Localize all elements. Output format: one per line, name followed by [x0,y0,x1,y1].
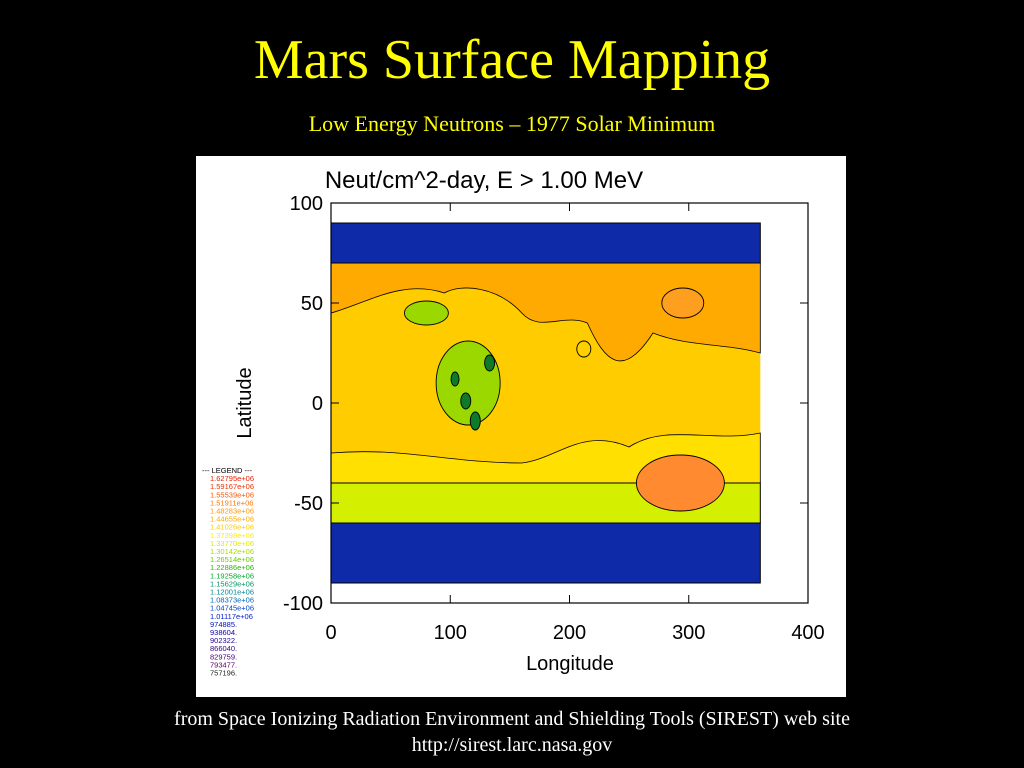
y-tick-label: 100 [290,193,323,215]
legend-level: 902322. [210,636,237,645]
x-axis-label: Longitude [526,653,614,675]
legend-level: 757196. [210,669,237,678]
slide-subtitle: Low Energy Neutrons – 1977 Solar Minimum [308,111,716,136]
slide-title: Mars Surface Mapping [253,29,771,91]
y-tick-label: 0 [312,393,323,415]
legend-level: 1.08373e+06 [210,596,254,605]
legend-level: 1.51911e+06 [210,498,253,507]
map-feature-9 [576,340,592,358]
legend-header: --- LEGEND --- [202,466,252,475]
legend-level: 1.62795e+06 [210,474,254,483]
legend-level: 1.04745e+06 [210,604,254,613]
map-feature-6 [403,300,449,326]
legend-level: 1.59167e+06 [210,482,254,491]
legend-level: 1.41026e+06 [210,523,254,532]
legend-level: 1.12001e+06 [210,588,254,597]
axes: 0 100 200 300 400 100 50 0 -50 -100 [283,193,825,644]
legend-level: 1.48283e+06 [210,507,254,516]
x-tick-label: 300 [672,622,705,644]
legend-level: 866040. [210,644,237,653]
legend-level: 1.44655e+06 [210,515,254,524]
legend-level: 1.15629e+06 [210,579,254,588]
legend-level: 974885. [210,620,237,629]
legend: --- LEGEND ---1.62795e+061.59167e+061.55… [202,466,254,678]
map-feature-1 [435,340,501,426]
x-tick-label: 200 [553,622,586,644]
caption-line-1: from Space Ionizing Radiation Environmen… [174,708,850,730]
legend-level: 1.22886e+06 [210,563,254,572]
legend-level: 1.19258e+06 [210,571,254,580]
legend-level: 1.30142e+06 [210,547,254,556]
latitude-band-1 [330,222,761,264]
y-tick-label: -50 [294,493,323,515]
caption-line-2: http://sirest.larc.nasa.gov [411,734,613,756]
plot-area [330,222,761,584]
legend-level: 1.55539e+06 [210,490,254,499]
neutron-map-chart: Neut/cm^2-day, E > 1.00 MeV 0 100 200 300 40… [202,167,825,678]
y-tick-label: 50 [301,293,323,315]
x-tick-label: 0 [325,622,336,644]
legend-level: 938604. [210,628,237,637]
y-axis-label: Latitude [234,367,256,438]
x-tick-label: 400 [791,622,824,644]
source-caption: from Space Ionizing Radiation Environmen… [0,706,1024,758]
legend-level: 829759. [210,652,237,661]
neutron-map-figure: Neut/cm^2-day, E > 1.00 MeV 0 100 200 300 40… [196,156,846,697]
map-feature-8 [661,287,705,319]
x-tick-label: 100 [434,622,467,644]
map-feature-7 [635,454,725,512]
chart-title: Neut/cm^2-day, E > 1.00 MeV [325,167,643,194]
latitude-band-2 [330,522,761,584]
northern-plains-region [330,262,761,362]
map-feature-5 [469,411,481,431]
legend-level: 1.33770e+06 [210,539,254,548]
map-feature-3 [450,371,460,387]
map-feature-2 [484,354,496,372]
legend-level: 1.26514e+06 [210,555,254,564]
legend-level: 1.01117e+06 [210,612,253,621]
legend-level: 1.37398e+06 [210,531,254,540]
legend-level: 793477. [210,660,237,669]
map-feature-4 [460,392,472,410]
y-tick-label: -100 [283,593,323,615]
